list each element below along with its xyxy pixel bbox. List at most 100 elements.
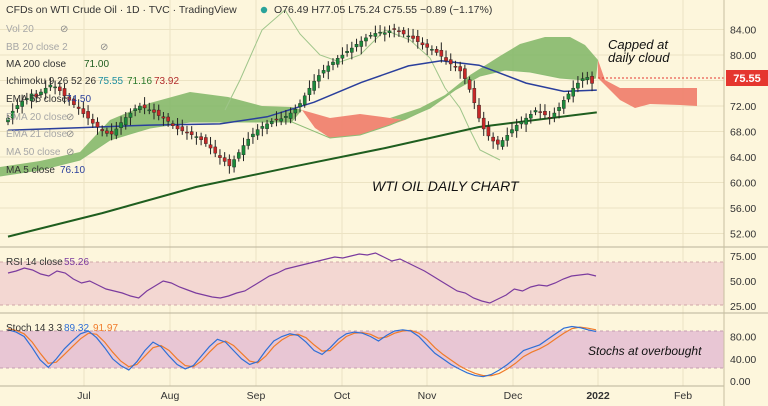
candlestick-series	[6, 23, 594, 174]
candle-body	[81, 108, 86, 114]
candle-body	[448, 59, 453, 65]
legend-stoch-d: 91.97	[93, 323, 118, 334]
candle-body	[576, 82, 580, 89]
candle-body	[345, 51, 349, 53]
indicator-legend: Vol 20 ⊘ BB 20 close 2 ⊘ MA 200 close 71…	[6, 24, 179, 176]
candle-body	[53, 86, 57, 89]
candle-body	[359, 40, 364, 47]
legend-rsi-value: 55.26	[64, 257, 89, 268]
candle-body	[561, 100, 566, 109]
candle-body	[519, 121, 524, 125]
eye-slash-icon[interactable]: ⊘	[66, 129, 74, 140]
stoch-tick-label: 80.00	[730, 332, 756, 344]
candle-body	[538, 111, 543, 113]
eye-slash-icon[interactable]: ⊘	[60, 24, 68, 35]
candle-body	[218, 155, 222, 158]
candle-body	[434, 49, 439, 53]
legend-bb[interactable]: BB 20 close 2	[6, 42, 68, 53]
candle-body	[123, 117, 128, 126]
price-tag	[726, 70, 768, 86]
candle-body	[128, 112, 133, 118]
candle-body	[411, 35, 415, 39]
candle-body	[194, 136, 199, 138]
time-tick-label: Nov	[418, 390, 437, 402]
candle-body	[547, 117, 552, 119]
candle-body	[566, 93, 571, 100]
eye-slash-icon[interactable]: ⊘	[66, 147, 74, 158]
candle-body	[307, 87, 312, 95]
candle-body	[171, 123, 175, 126]
candle-body	[279, 118, 283, 122]
legend-ma5-value: 76.10	[60, 165, 85, 176]
candle-body	[543, 111, 547, 116]
rsi-line	[7, 252, 597, 304]
candle-body	[383, 32, 387, 35]
candle-body	[236, 152, 241, 159]
legend-ma200-value: 71.00	[84, 59, 109, 70]
price-tick-label: 80.00	[730, 50, 756, 62]
rsi-tick-label: 50.00	[730, 276, 756, 288]
candle-body	[302, 95, 307, 105]
time-tick-label: 2022	[586, 390, 610, 402]
legend-ema55[interactable]: EMA 55 close	[6, 94, 68, 105]
candle-body	[552, 112, 557, 118]
legend-rsi[interactable]: RSI 14 close	[6, 257, 63, 268]
legend-ichimoku[interactable]: Ichimoku 9 26 52 26	[6, 76, 96, 87]
time-tick-label: Jul	[77, 390, 90, 402]
candle-body	[284, 116, 288, 118]
candle-body	[204, 137, 208, 144]
price-tick-label: 64.00	[730, 152, 756, 164]
legend-ma200[interactable]: MA 200 close	[6, 59, 66, 70]
price-tick-label: 84.00	[730, 25, 756, 37]
candle-body	[557, 107, 561, 111]
candle-body	[29, 93, 34, 101]
candle-body	[312, 80, 316, 91]
legend-ma50[interactable]: MA 50 close	[6, 147, 61, 158]
time-tick-label: Dec	[504, 390, 523, 402]
candle-body	[43, 87, 48, 94]
candle-body	[571, 87, 575, 97]
candle-body	[58, 86, 62, 91]
candle-body	[10, 110, 15, 119]
candle-body	[580, 78, 585, 81]
candle-body	[175, 125, 180, 130]
price-tag-label: 75.55	[733, 73, 761, 85]
candle-body	[472, 88, 477, 104]
eye-slash-icon[interactable]: ⊘	[66, 112, 74, 123]
candle-body	[119, 122, 123, 129]
candle-body	[364, 37, 368, 42]
candle-body	[477, 104, 481, 119]
time-tick-label: Oct	[334, 390, 350, 402]
legend-stoch[interactable]: Stoch 14 3 3	[6, 323, 63, 334]
legend-ichimoku-v3: 73.92	[154, 76, 179, 87]
eye-slash-icon[interactable]: ⊘	[100, 42, 108, 53]
price-tick-label: 72.00	[730, 101, 756, 113]
legend-vol[interactable]: Vol 20	[6, 24, 34, 35]
ohlc-readout: O76.49 H77.05 L75.24 C75.55 −0.89 (−1.17…	[274, 4, 492, 16]
candle-body	[222, 157, 227, 162]
candle-body	[274, 118, 279, 121]
price-tick-label: 52.00	[730, 228, 756, 240]
legend-ema21[interactable]: EMA 21 close	[6, 129, 68, 140]
candle-body	[255, 129, 260, 136]
candle-body	[39, 91, 43, 96]
time-tick-label: Feb	[674, 390, 692, 402]
candle-body	[326, 65, 331, 72]
candle-body	[430, 49, 434, 51]
candle-body	[481, 117, 486, 130]
chart-header-title: CFDs on WTI Crude Oil · 1D · TVC · Tradi…	[6, 4, 237, 16]
candle-body	[321, 70, 326, 74]
chart-title: WTI OIL DAILY CHART	[372, 178, 520, 194]
time-tick-label: Aug	[161, 390, 180, 402]
candle-body	[260, 126, 265, 129]
candle-body	[458, 66, 462, 72]
price-tick-label: 68.00	[730, 127, 756, 139]
candle-body	[590, 75, 594, 84]
candle-body	[20, 100, 24, 107]
legend-ma5[interactable]: MA 5 close	[6, 165, 55, 176]
candle-body	[199, 136, 203, 140]
candle-body	[232, 159, 236, 168]
market-status-icon	[260, 6, 268, 14]
candle-body	[86, 111, 90, 119]
legend-ema20[interactable]: EMA 20 close	[6, 112, 68, 123]
